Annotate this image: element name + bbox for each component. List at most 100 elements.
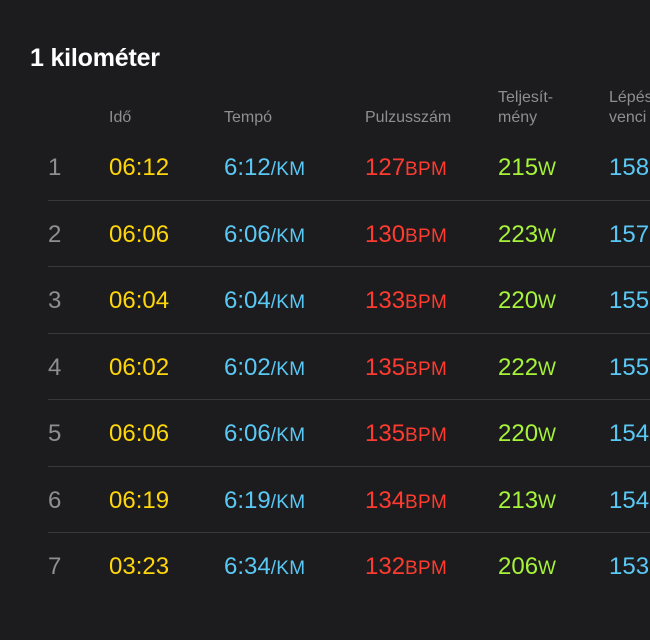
split-row: 6 06:19 6:19/KM 134BPM 213W 154 [0, 467, 650, 533]
split-time: 06:12 [109, 154, 169, 182]
split-pace-value: 6:34 [224, 553, 271, 580]
split-number: 2 [48, 221, 61, 249]
split-power: 222W [498, 354, 556, 384]
split-heart-rate-value: 134 [365, 486, 406, 514]
split-number: 3 [48, 287, 61, 315]
split-power-unit: W [538, 491, 557, 513]
split-heart-rate-unit: BPM [405, 491, 448, 513]
split-number-value: 2 [48, 220, 62, 248]
split-pace-unit: /KM [270, 491, 306, 513]
split-time-value: 06:04 [109, 287, 170, 314]
split-time-value: 06:12 [109, 154, 170, 181]
column-header-lepes-line2: venci [609, 109, 647, 126]
split-cadence: 155 [609, 287, 649, 315]
split-cadence-value: 158 [609, 154, 650, 181]
split-pace-unit: /KM [270, 225, 306, 247]
split-time-value: 06:06 [109, 220, 170, 248]
split-power-value: 213 [498, 486, 539, 514]
split-pace: 6:34/KM [224, 553, 305, 583]
row-divider [48, 532, 650, 533]
split-time: 06:02 [109, 354, 169, 382]
split-pace-value: 6:06 [224, 220, 271, 248]
split-cadence: 153 [609, 553, 649, 581]
split-pace: 6:04/KM [224, 287, 305, 317]
split-heart-rate: 135BPM [365, 420, 447, 450]
split-power-unit: W [538, 558, 557, 579]
split-power-value: 206 [498, 553, 539, 580]
split-heart-rate: 127BPM [365, 154, 447, 184]
splits-table: 1 06:12 6:12/KM 127BPM 215W 158 2 06:06 6:06/KM 1… [0, 134, 650, 600]
split-heart-rate-value: 133 [365, 287, 406, 314]
split-heart-rate-unit: BPM [405, 225, 448, 247]
column-header-teljesitmeny-line1: Teljesít- [498, 89, 554, 106]
split-heart-rate-unit: BPM [405, 159, 448, 180]
split-row: 3 06:04 6:04/KM 133BPM 220W 155 [0, 267, 650, 334]
column-header-pulzusszam: Pulzusszám [365, 109, 452, 126]
split-power: 206W [498, 553, 556, 583]
split-cadence: 155 [609, 354, 649, 382]
split-row: 2 06:06 6:06/KM 130BPM 223W 157 [0, 201, 650, 267]
split-row: 5 06:06 6:06/KM 135BPM 220W 154 [0, 400, 650, 467]
split-power: 213W [498, 487, 556, 517]
split-power-value: 222 [498, 353, 539, 381]
split-power-unit: W [538, 292, 557, 313]
column-header-lepes-line1: Lépés [609, 89, 650, 106]
split-pace-unit: /KM [270, 558, 306, 579]
row-divider [48, 332, 650, 334]
split-cadence: 157 [609, 221, 649, 249]
split-cadence-value: 155 [609, 353, 650, 381]
split-pace-value: 6:12 [224, 154, 271, 181]
split-pace-unit: /KM [270, 425, 306, 446]
split-power-unit: W [538, 358, 557, 380]
split-heart-rate-value: 130 [365, 220, 406, 248]
split-cadence: 154 [609, 487, 649, 515]
split-heart-rate-value: 135 [365, 353, 406, 381]
split-heart-rate-value: 127 [365, 154, 406, 181]
split-power-unit: W [538, 159, 557, 180]
split-cadence-value: 153 [609, 553, 650, 580]
split-heart-rate-value: 135 [365, 420, 406, 447]
split-heart-rate-value: 132 [365, 553, 406, 580]
split-pace: 6:06/KM [224, 420, 305, 450]
split-heart-rate: 130BPM [365, 221, 447, 251]
split-power-value: 220 [498, 420, 539, 447]
split-number-value: 3 [48, 287, 62, 314]
split-number: 6 [48, 487, 61, 515]
split-cadence: 158 [609, 154, 649, 182]
split-number: 4 [48, 354, 61, 382]
table-header: Idő Tempó Pulzusszám Teljesít- mény Lépé… [0, 88, 650, 132]
split-pace-unit: /KM [270, 159, 306, 180]
section-title: 1 kilométer [30, 44, 160, 72]
split-time-value: 06:06 [109, 420, 170, 447]
split-pace-value: 6:06 [224, 420, 271, 447]
split-power-value: 220 [498, 287, 539, 314]
column-header-ido: Idő [109, 109, 132, 126]
split-heart-rate-unit: BPM [405, 292, 448, 313]
split-power-value: 223 [498, 220, 539, 248]
split-heart-rate-unit: BPM [405, 558, 448, 579]
split-pace-value: 6:19 [224, 486, 271, 514]
split-power-value: 215 [498, 154, 539, 181]
split-time: 06:06 [109, 221, 169, 249]
split-time-value: 06:19 [109, 486, 170, 514]
split-number-value: 4 [48, 353, 62, 381]
split-pace: 6:02/KM [224, 354, 305, 384]
split-cadence-value: 155 [609, 287, 650, 314]
column-header-teljesitmeny: Teljesít- mény [498, 88, 553, 128]
split-heart-rate: 132BPM [365, 553, 447, 583]
split-row: 7 03:23 6:34/KM 132BPM 206W 153 [0, 533, 650, 600]
row-divider [48, 266, 650, 267]
split-number-value: 6 [48, 486, 62, 514]
split-row: 4 06:02 6:02/KM 135BPM 222W 155 [0, 334, 650, 400]
split-number: 7 [48, 553, 61, 581]
row-divider [48, 465, 650, 467]
split-number-value: 5 [48, 420, 62, 447]
split-power: 220W [498, 287, 556, 317]
split-power-unit: W [538, 225, 557, 247]
split-number: 5 [48, 420, 61, 448]
split-heart-rate: 133BPM [365, 287, 447, 317]
split-pace: 6:19/KM [224, 487, 305, 517]
split-heart-rate-unit: BPM [405, 358, 448, 380]
split-heart-rate: 135BPM [365, 354, 447, 384]
split-row: 1 06:12 6:12/KM 127BPM 215W 158 [0, 134, 650, 201]
